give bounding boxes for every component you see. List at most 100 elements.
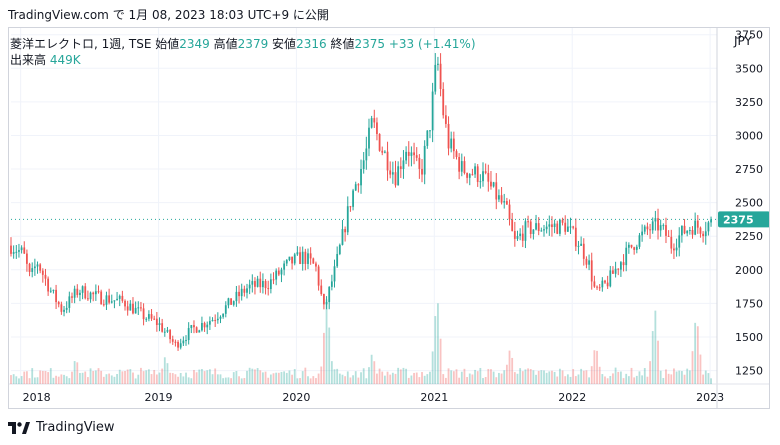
candle-body: [113, 300, 116, 302]
volume-bar: [524, 369, 527, 384]
candle-body: [33, 266, 36, 269]
volume-bar: [71, 371, 73, 384]
candle-body: [585, 258, 588, 265]
x-tick-label: 2020: [282, 391, 310, 404]
volume-bar: [360, 372, 362, 384]
volume-bar: [463, 368, 466, 384]
volume-bar: [198, 369, 201, 384]
candle-body: [442, 88, 445, 116]
candle-body: [521, 233, 524, 241]
candle-body: [116, 298, 118, 301]
volume-bar: [224, 377, 227, 384]
candle-body: [267, 288, 270, 290]
volume-bar: [431, 351, 434, 384]
volume-bar: [187, 377, 190, 384]
candle-body: [625, 247, 628, 266]
volume-bar: [638, 371, 641, 384]
price-chart[interactable]: 1250 1500 1750 2000 2250 2500 2750 3000 3250 3500…: [9, 28, 770, 409]
footer[interactable]: TradingView: [8, 420, 115, 435]
volume-bar: [214, 368, 217, 384]
volume-bar: [55, 375, 57, 384]
candle-body: [79, 292, 81, 295]
candle-body: [41, 270, 44, 275]
volume-bar: [614, 367, 617, 384]
volume-bar: [373, 361, 376, 384]
candle-body: [307, 253, 309, 264]
candle-body: [370, 118, 373, 128]
candle-body: [291, 256, 293, 264]
volume-bar: [124, 370, 126, 384]
volume-bar: [466, 377, 468, 384]
volume-bar: [227, 377, 230, 384]
candle-body: [455, 151, 458, 158]
volume-bar: [691, 351, 694, 384]
candle-body: [609, 270, 612, 287]
candle-body: [219, 316, 222, 319]
candle-body: [699, 227, 702, 234]
volume-bar: [328, 327, 331, 384]
candle-body: [627, 244, 630, 248]
volume-bar: [39, 370, 42, 384]
y-tick-label: 3000: [735, 129, 763, 142]
volume-bar: [487, 368, 490, 384]
volume-bar: [609, 375, 612, 384]
candle-body: [349, 206, 352, 208]
candle-body: [163, 331, 166, 333]
candle-body: [397, 166, 400, 186]
candle-body: [254, 281, 256, 287]
candle-body: [580, 243, 583, 246]
candle-body: [511, 219, 514, 232]
volume-bar: [158, 372, 161, 384]
candle-body: [206, 324, 209, 328]
volume-bar: [532, 370, 535, 384]
candle-body: [211, 320, 214, 322]
candle-body: [651, 221, 654, 231]
volume-bar: [357, 377, 360, 384]
close-label: 終値: [330, 37, 355, 51]
volume-bar: [267, 377, 270, 384]
volume-bar: [291, 374, 293, 384]
candle-body: [537, 223, 540, 232]
candle-body: [386, 151, 389, 171]
chart-frame[interactable]: 1250 1500 1750 2000 2250 2500 2750 3000 3250 3500…: [8, 27, 770, 409]
volume-bar: [633, 377, 636, 384]
candle-body: [299, 252, 301, 264]
candle-body: [691, 230, 694, 235]
volume-bar: [12, 374, 15, 384]
candle-body: [65, 307, 68, 310]
candle-body: [662, 225, 665, 227]
candle-body: [10, 245, 12, 254]
volume-bar: [296, 378, 299, 384]
volume-bar: [444, 377, 447, 384]
candle-body: [646, 226, 649, 230]
volume-bar: [479, 367, 482, 384]
volume-label: 出来高: [10, 53, 47, 67]
volume-bar: [190, 378, 193, 384]
volume-bar: [556, 376, 559, 384]
candle-body: [452, 138, 455, 152]
candle-body: [360, 168, 362, 186]
volume-bar: [399, 369, 402, 384]
volume-bar: [410, 375, 413, 384]
candle-body: [262, 281, 264, 288]
volume-bar: [31, 368, 34, 384]
volume-bar: [304, 367, 307, 384]
volume-bar: [368, 367, 370, 384]
candle-body: [240, 288, 243, 297]
high-label: 高値: [213, 37, 238, 51]
volume-bar: [195, 372, 198, 384]
volume-bar: [171, 373, 174, 384]
candle-body: [516, 236, 519, 239]
volume-bar: [216, 374, 219, 384]
candle-body: [434, 64, 437, 92]
volume-bar: [36, 377, 39, 384]
candle-body: [368, 127, 370, 149]
candle-body: [407, 151, 410, 156]
candle-body: [293, 254, 296, 264]
candle-body: [201, 323, 203, 331]
volume-bar: [330, 361, 333, 384]
candle-body: [246, 288, 248, 293]
volume-bar: [564, 376, 567, 384]
high-value: 2379: [237, 37, 269, 51]
volume-bar: [137, 374, 140, 384]
